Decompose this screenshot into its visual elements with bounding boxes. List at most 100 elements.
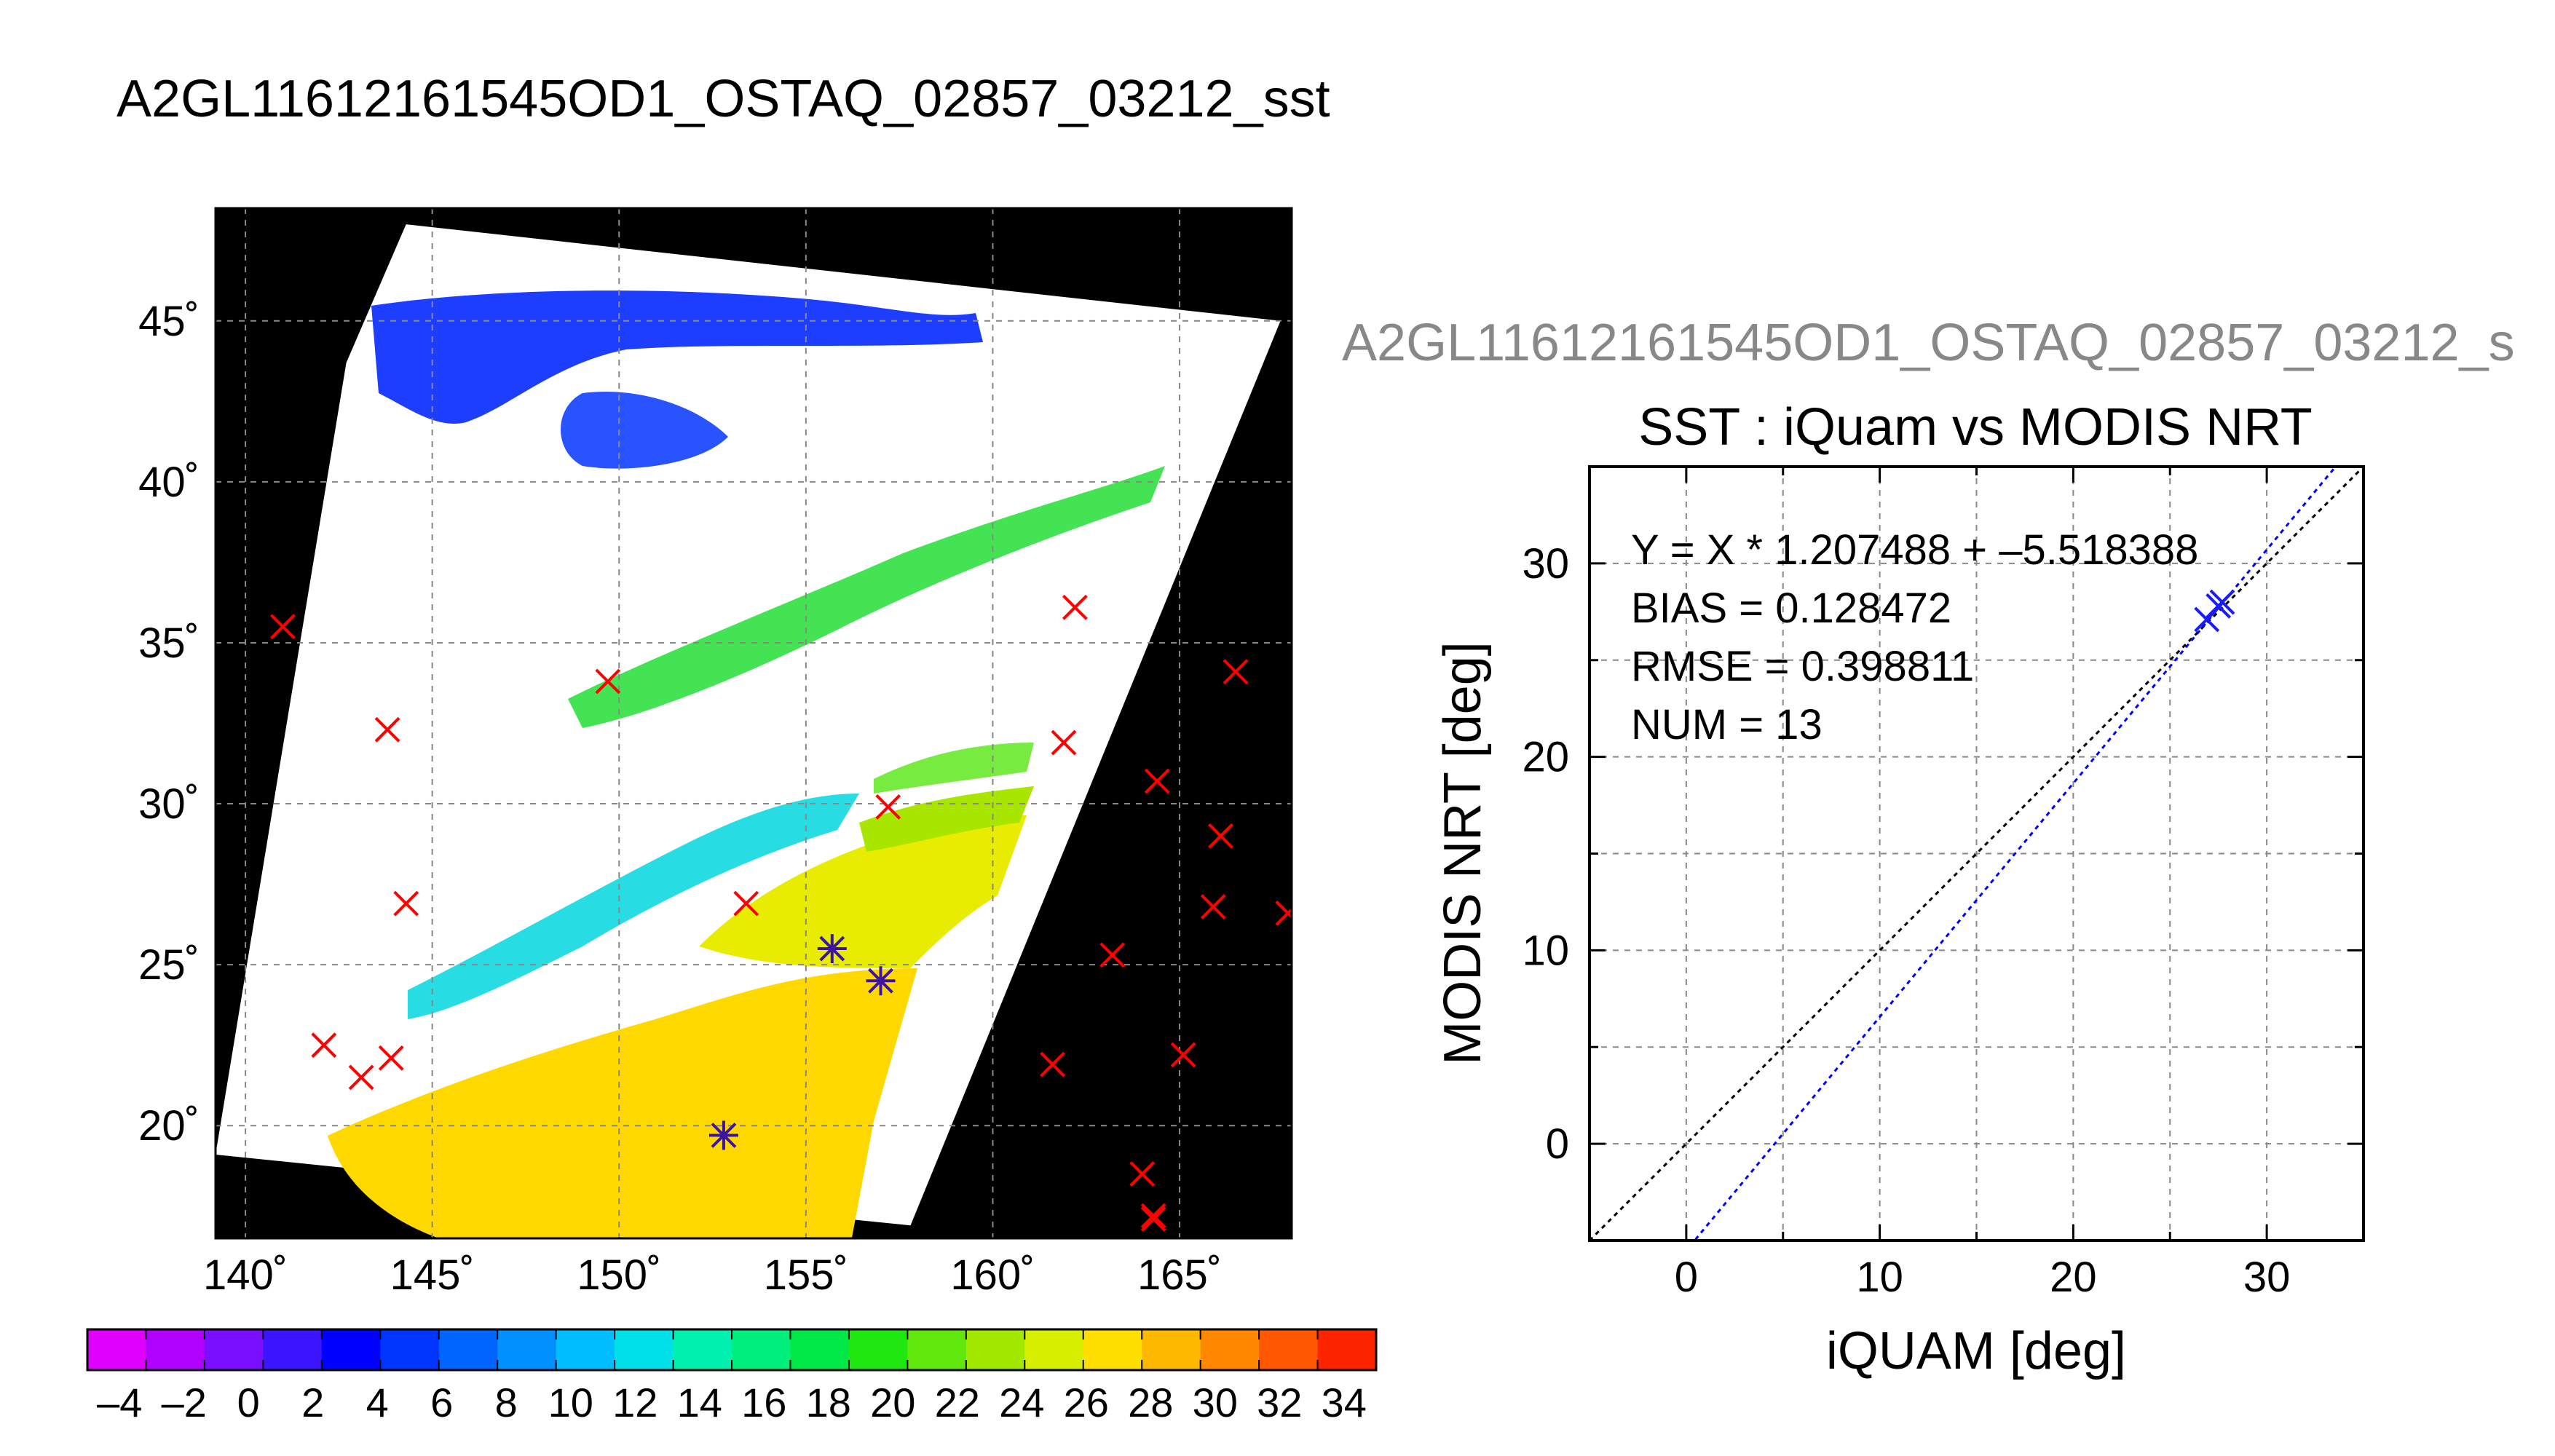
scatter-gridlines bbox=[1590, 467, 2364, 1241]
map-marker-x bbox=[1040, 1051, 1065, 1077]
map-marker-x bbox=[1140, 1203, 1166, 1229]
map-marker-x bbox=[1051, 729, 1077, 756]
colorbar-cell bbox=[673, 1329, 732, 1370]
regression-line bbox=[1693, 467, 2337, 1241]
sst-patch-cyan bbox=[408, 794, 859, 1019]
map-marker-x bbox=[1144, 768, 1170, 794]
map-marker-x bbox=[1062, 594, 1088, 620]
colorbar-cell bbox=[732, 1329, 791, 1370]
scatter-ytick-label: 0 bbox=[1546, 1120, 1569, 1168]
map-marker-star bbox=[708, 1120, 738, 1150]
map-axis-labels: 140˚ 145˚ 150˚ 155˚ 160˚ 165˚ 20˚ 25˚ 30˚ 35˚ 40˚ 4… bbox=[138, 298, 1222, 1299]
map-marker-x bbox=[393, 890, 419, 917]
scatter-points bbox=[2194, 589, 2235, 633]
sst-patch-cold-north bbox=[371, 290, 983, 424]
map-marker-x bbox=[1129, 1161, 1156, 1187]
map-gridlines bbox=[216, 208, 1292, 1238]
scatter-ytick-label: 20 bbox=[1522, 734, 1569, 781]
map-lon-tick-label: 145˚ bbox=[390, 1251, 475, 1299]
scatter-stats: Y = X * 1.207488 + –5.518388 BIAS = 0.12… bbox=[1631, 526, 2198, 748]
map-lon-tick-label: 140˚ bbox=[203, 1251, 288, 1299]
colorbar-cell bbox=[321, 1329, 381, 1370]
scatter-ticks: 0 10 20 30 0 10 20 30 bbox=[1522, 467, 2364, 1301]
colorbar-cell bbox=[263, 1329, 323, 1370]
stat-bias: BIAS = 0.128472 bbox=[1631, 585, 1951, 632]
colorbar-tick-label: 10 bbox=[548, 1380, 593, 1425]
scatter-panel: 0 10 20 30 0 10 20 30 Y = X * 1.207488 + –5.518… bbox=[1434, 465, 2365, 1380]
map-lon-tick-label: 165˚ bbox=[1137, 1251, 1222, 1299]
colorbar-cell bbox=[438, 1329, 498, 1370]
colorbar: –4 –2 0 2 4 6 8 10 12 14 16 18 20 22 24 26 28 30 32 34 bbox=[86, 1328, 1378, 1425]
colorbar-cell bbox=[1142, 1329, 1201, 1370]
colorbar-tick-label: 28 bbox=[1128, 1380, 1173, 1425]
colorbar-cell bbox=[1200, 1329, 1260, 1370]
colorbar-tick-label: 32 bbox=[1257, 1380, 1302, 1425]
scatter-xtick-label: 10 bbox=[1856, 1254, 1903, 1301]
colorbar-cell bbox=[965, 1329, 1025, 1370]
map-lat-tick-label: 45˚ bbox=[138, 298, 200, 345]
sst-patches bbox=[328, 290, 1165, 1238]
colorbar-cell bbox=[848, 1329, 908, 1370]
sst-patch-warm-26 bbox=[699, 812, 1027, 968]
map-marker-x bbox=[374, 716, 400, 743]
sst-patch-green-22 bbox=[874, 743, 1034, 794]
colorbar-cell bbox=[146, 1329, 205, 1370]
colorbar-tick-label: 14 bbox=[677, 1380, 722, 1425]
map-marker-star bbox=[866, 966, 896, 996]
map-lat-tick-label: 35˚ bbox=[138, 620, 200, 667]
map-marker-x bbox=[1140, 1206, 1166, 1232]
map-marker-x bbox=[311, 1032, 337, 1059]
map-lat-tick-label: 30˚ bbox=[138, 780, 200, 828]
map-marker-x bbox=[1208, 823, 1233, 849]
colorbar-cell bbox=[204, 1329, 264, 1370]
map-marker-x bbox=[595, 668, 621, 695]
colorbar-cell bbox=[907, 1329, 967, 1370]
colorbar-tick-label: 22 bbox=[935, 1380, 980, 1425]
scatter-ylabel: MODIS NRT [deg] bbox=[1434, 641, 1492, 1065]
scatter-xtick-label: 20 bbox=[2050, 1254, 2097, 1301]
map-frame bbox=[214, 207, 1293, 1240]
scatter-xtick-label: 30 bbox=[2243, 1254, 2291, 1301]
map-panel: 140˚ 145˚ 150˚ 155˚ 160˚ 165˚ 20˚ 25˚ 30˚ 35˚ 40˚ 4… bbox=[138, 207, 1293, 1299]
colorbar-cell bbox=[556, 1329, 615, 1370]
colorbar-tick-label: 8 bbox=[495, 1380, 518, 1425]
colorbar-cell bbox=[1259, 1329, 1319, 1370]
colorbar-tick-label: 12 bbox=[612, 1380, 657, 1425]
colorbar-cell bbox=[615, 1329, 674, 1370]
colorbar-tick-label: –2 bbox=[162, 1380, 207, 1425]
map-lat-tick-label: 40˚ bbox=[138, 459, 200, 506]
colorbar-cell bbox=[790, 1329, 850, 1370]
colorbar-tick-label: 18 bbox=[806, 1380, 851, 1425]
colorbar-cell bbox=[1317, 1329, 1377, 1370]
colorbar-tick-label: 26 bbox=[1064, 1380, 1109, 1425]
colorbar-tick-label: 20 bbox=[870, 1380, 915, 1425]
scatter-ytick-label: 30 bbox=[1522, 540, 1569, 587]
colorbar-cell bbox=[1024, 1329, 1084, 1370]
identity-line bbox=[1590, 467, 2364, 1241]
sst-patch-green-24 bbox=[859, 786, 1034, 852]
colorbar-tick-label: 34 bbox=[1322, 1380, 1367, 1425]
map-marker-x bbox=[378, 1045, 404, 1071]
map-lon-tick-label: 155˚ bbox=[764, 1251, 848, 1299]
map-lon-tick-label: 160˚ bbox=[950, 1251, 1035, 1299]
map-marker-x bbox=[1223, 659, 1249, 685]
map-lat-tick-label: 20˚ bbox=[138, 1102, 200, 1150]
map-marker-x bbox=[348, 1064, 374, 1091]
stat-rmse: RMSE = 0.398811 bbox=[1631, 643, 1974, 690]
map-lon-tick-label: 150˚ bbox=[577, 1251, 661, 1299]
map-marker-x bbox=[1275, 900, 1292, 926]
colorbar-cell bbox=[1083, 1329, 1142, 1370]
colorbar-cell bbox=[380, 1329, 440, 1370]
stat-num: NUM = 13 bbox=[1631, 701, 1823, 748]
colorbar-tick-label: 6 bbox=[430, 1380, 453, 1425]
scatter-point bbox=[2205, 593, 2232, 619]
map-marker-x bbox=[1099, 942, 1126, 968]
colorbar-tick-label: 24 bbox=[999, 1380, 1044, 1425]
colorbar-tick-label: 0 bbox=[237, 1380, 260, 1425]
map-marker-x bbox=[269, 614, 296, 640]
map-marker-star bbox=[817, 934, 847, 964]
colorbar-cell bbox=[87, 1329, 147, 1370]
colorbar-cell bbox=[497, 1329, 557, 1370]
sst-patch-warm-28 bbox=[328, 968, 917, 1238]
